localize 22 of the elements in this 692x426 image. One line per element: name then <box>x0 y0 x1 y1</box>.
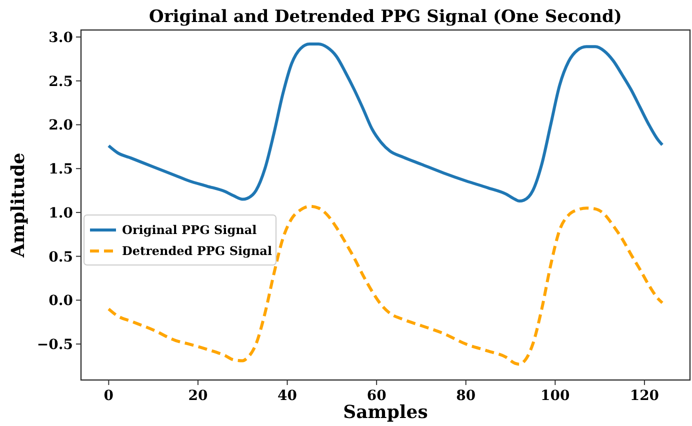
y-tick-label: −0.5 <box>36 337 73 354</box>
y-tick-label: 3.0 <box>48 30 74 46</box>
y-tick-label: 2.0 <box>48 118 74 134</box>
y-tick-label: 1.5 <box>48 162 73 178</box>
x-tick-label: 0 <box>104 388 114 404</box>
line-series <box>107 42 664 203</box>
line-series <box>107 204 664 366</box>
y-tick-label: 0.5 <box>48 249 73 266</box>
x-tick-label: 40 <box>278 388 298 404</box>
x-tick-label: 60 <box>366 388 387 404</box>
y-tick-label: 1.0 <box>48 205 74 222</box>
y-tick-label: 2.5 <box>48 74 73 90</box>
x-tick-label: 80 <box>456 388 476 404</box>
legend-label: Original PPG Signal <box>122 223 258 237</box>
y-tick-label: 0.0 <box>48 293 74 310</box>
legend-label: Detrended PPG Signal <box>122 244 272 258</box>
x-tick-label: 100 <box>540 388 570 404</box>
y-axis-title: Amplitude <box>8 152 29 258</box>
x-tick-label: 20 <box>188 388 208 404</box>
x-axis-title: Samples <box>343 402 428 423</box>
chart-title: Original and Detrended PPG Signal (One Second) <box>149 7 622 27</box>
x-tick-label: 120 <box>630 388 660 404</box>
